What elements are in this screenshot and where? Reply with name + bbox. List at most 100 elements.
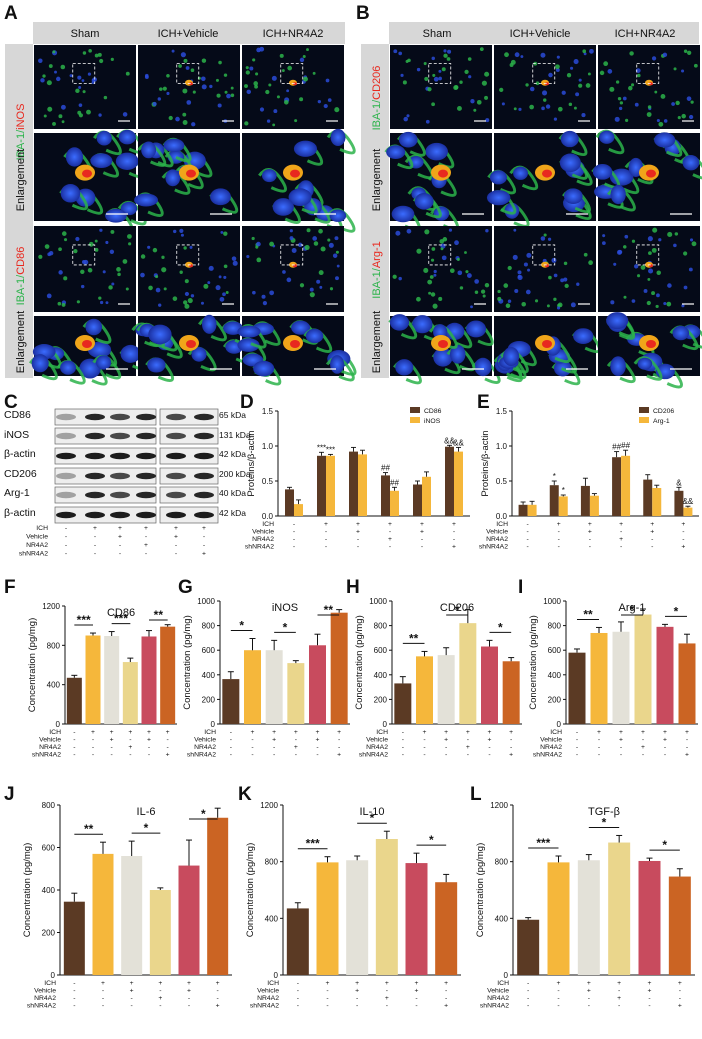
cell-dot [449, 268, 455, 274]
protein-band [56, 472, 76, 480]
cell-dot [556, 55, 560, 59]
group-header-ich-vehicle: ICH+Vehicle [510, 28, 571, 40]
cell-dot [651, 56, 657, 61]
protein-band [110, 472, 130, 480]
cell-dot [614, 116, 620, 122]
condition-sign: - [325, 544, 327, 551]
panel-label-g: G [178, 577, 193, 598]
condition-sign: - [648, 995, 650, 1002]
bar [634, 614, 652, 724]
band-label-cd206: CD206 [4, 468, 37, 480]
cell-dot [513, 228, 517, 232]
condition-label: Vehicle [487, 988, 509, 995]
panel-label-b: B [356, 3, 370, 24]
y-tick-label: 800 [202, 622, 216, 631]
nucleus [105, 208, 127, 223]
cell-dot [44, 244, 50, 249]
y-tick-label: 1.0 [262, 442, 274, 451]
cell-dot [232, 260, 238, 266]
condition-label: ICH [267, 980, 279, 987]
condition-sign: + [251, 729, 255, 736]
cell-dot [398, 276, 402, 281]
y-tick-label: 0 [383, 720, 388, 729]
cell-dot [555, 68, 560, 72]
cell-dot [648, 251, 652, 256]
y-axis-label: Concentration (pg/mg) [27, 618, 38, 713]
nucleus [237, 338, 260, 352]
cell-dot [440, 247, 444, 251]
condition-sign: - [598, 737, 600, 744]
condition-sign: - [445, 988, 447, 995]
cell-dot [252, 58, 256, 62]
cell-dot [535, 81, 540, 86]
cell-dot [402, 80, 407, 85]
cell-dot [507, 299, 512, 304]
panel-label-j: J [4, 784, 15, 805]
cell-dot [220, 230, 224, 234]
cell-dot [529, 86, 535, 92]
cell-dot [63, 238, 68, 242]
cell-dot [182, 88, 188, 94]
cell-dot [268, 83, 272, 87]
cell-dot [148, 285, 153, 291]
cell-dot [255, 245, 259, 249]
blot-strip [159, 467, 219, 485]
cell-dot [438, 69, 442, 73]
cell-dot [443, 49, 447, 53]
protein-band [136, 472, 156, 480]
cell-dot [663, 301, 667, 306]
condition-sign: - [527, 980, 529, 987]
cell-dot [656, 293, 660, 298]
cell-dot [157, 97, 161, 101]
condition-sign: + [166, 752, 170, 759]
cell-dot [683, 49, 688, 53]
cell-dot [197, 76, 201, 80]
cell-dot [637, 73, 641, 78]
cell-dot [459, 286, 464, 290]
cell-dot [400, 73, 404, 77]
condition-sign: - [159, 988, 161, 995]
cell-dot [82, 51, 87, 55]
cell-dot [464, 251, 467, 254]
condition-sign: - [326, 988, 328, 995]
nucleus [79, 358, 101, 379]
nucleus [654, 132, 676, 148]
condition-sign: - [167, 737, 169, 744]
cell-dot [648, 268, 654, 274]
nucleus [560, 130, 579, 148]
bar-cd86 [413, 484, 422, 516]
cell-dot [43, 114, 47, 118]
cell-dot [223, 275, 227, 279]
cell-dot [446, 57, 451, 61]
cell-dot [161, 255, 165, 259]
bar [63, 901, 85, 975]
row-label-iba1-cd86: IBA-1/CD86 [15, 247, 27, 306]
row-label-iba1-inos: IBA-1/iNOS [15, 104, 27, 161]
significance-mark: * [498, 620, 503, 634]
cell-dot [122, 259, 128, 264]
condition-sign: - [488, 752, 490, 759]
group-header-ich-nr4a2: ICH+NR4A2 [615, 28, 676, 40]
condition-sign: - [618, 988, 620, 995]
condition-label: Vehicle [39, 737, 61, 744]
cell-dot [588, 260, 593, 266]
cell-dot [525, 83, 529, 87]
y-tick-label: 0 [557, 720, 562, 729]
cell-dot [223, 73, 228, 77]
condition-sign: + [187, 988, 191, 995]
condition-sign: - [557, 1003, 559, 1010]
cell-dot [481, 80, 487, 86]
protein-band [136, 452, 156, 460]
panel-label-e: E [477, 392, 490, 413]
cell-dot [613, 262, 617, 266]
cell-dot [658, 121, 664, 127]
condition-label: Vehicle [194, 737, 216, 744]
cell-dot [299, 57, 305, 63]
cell-dot [424, 76, 429, 81]
protein-band [194, 432, 214, 440]
nucleus [398, 131, 418, 148]
nucleus [592, 163, 613, 180]
condition-sign: - [65, 525, 67, 532]
cell-dot [75, 88, 80, 94]
cell-dot [75, 236, 80, 242]
